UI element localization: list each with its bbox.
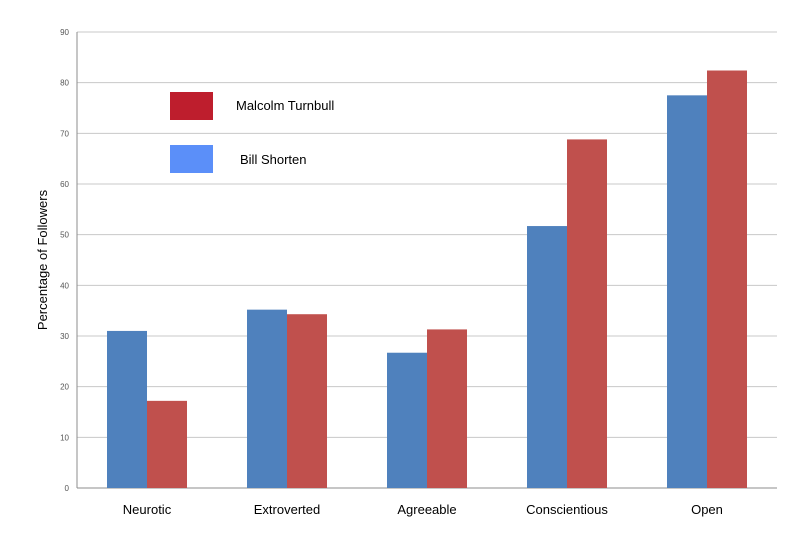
bar-bill-shorten-open	[667, 95, 707, 488]
x-category-label: Agreeable	[397, 502, 456, 517]
bar-malcolm-turnbull-neurotic	[147, 400, 187, 488]
y-tick-label: 70	[60, 129, 69, 138]
bar-bill-shorten-agreeable	[387, 352, 427, 488]
bar-bill-shorten-extroverted	[247, 309, 287, 488]
legend-swatch-malcolm-turnbull	[170, 92, 213, 120]
x-category-label: Neurotic	[123, 502, 172, 517]
y-tick-label: 20	[60, 383, 69, 392]
bar-bill-shorten-neurotic	[107, 330, 147, 488]
bar-malcolm-turnbull-extroverted	[287, 314, 327, 488]
y-tick-label: 30	[60, 332, 69, 341]
y-tick-label: 80	[60, 79, 69, 88]
labels: 0 10 20 30 40 50 60 70 80 90 Neurotic Extroverted Ag…	[60, 28, 723, 517]
legend: Malcolm Turnbull Bill Shorten	[170, 92, 334, 173]
y-tick-label: 0	[65, 484, 70, 493]
gridlines	[77, 31, 777, 489]
y-axis-label: Percentage of Followers	[35, 189, 50, 330]
y-tick-label: 60	[60, 180, 69, 189]
y-tick-label: 40	[60, 281, 69, 290]
bar-malcolm-turnbull-conscientious	[567, 139, 607, 488]
legend-swatch-bill-shorten	[170, 145, 213, 173]
legend-label: Malcolm Turnbull	[236, 98, 334, 113]
bars	[107, 70, 747, 489]
x-category-label: Conscientious	[526, 502, 608, 517]
legend-label: Bill Shorten	[240, 152, 306, 167]
y-tick-label: 50	[60, 231, 69, 240]
x-category-label: Extroverted	[254, 502, 320, 517]
bar-malcolm-turnbull-agreeable	[427, 329, 467, 488]
y-tick-label: 10	[60, 433, 69, 442]
bar-malcolm-turnbull-open	[707, 70, 747, 489]
y-tick-label: 90	[60, 28, 69, 37]
x-category-label: Open	[691, 502, 723, 517]
bar-bill-shorten-conscientious	[527, 226, 567, 488]
